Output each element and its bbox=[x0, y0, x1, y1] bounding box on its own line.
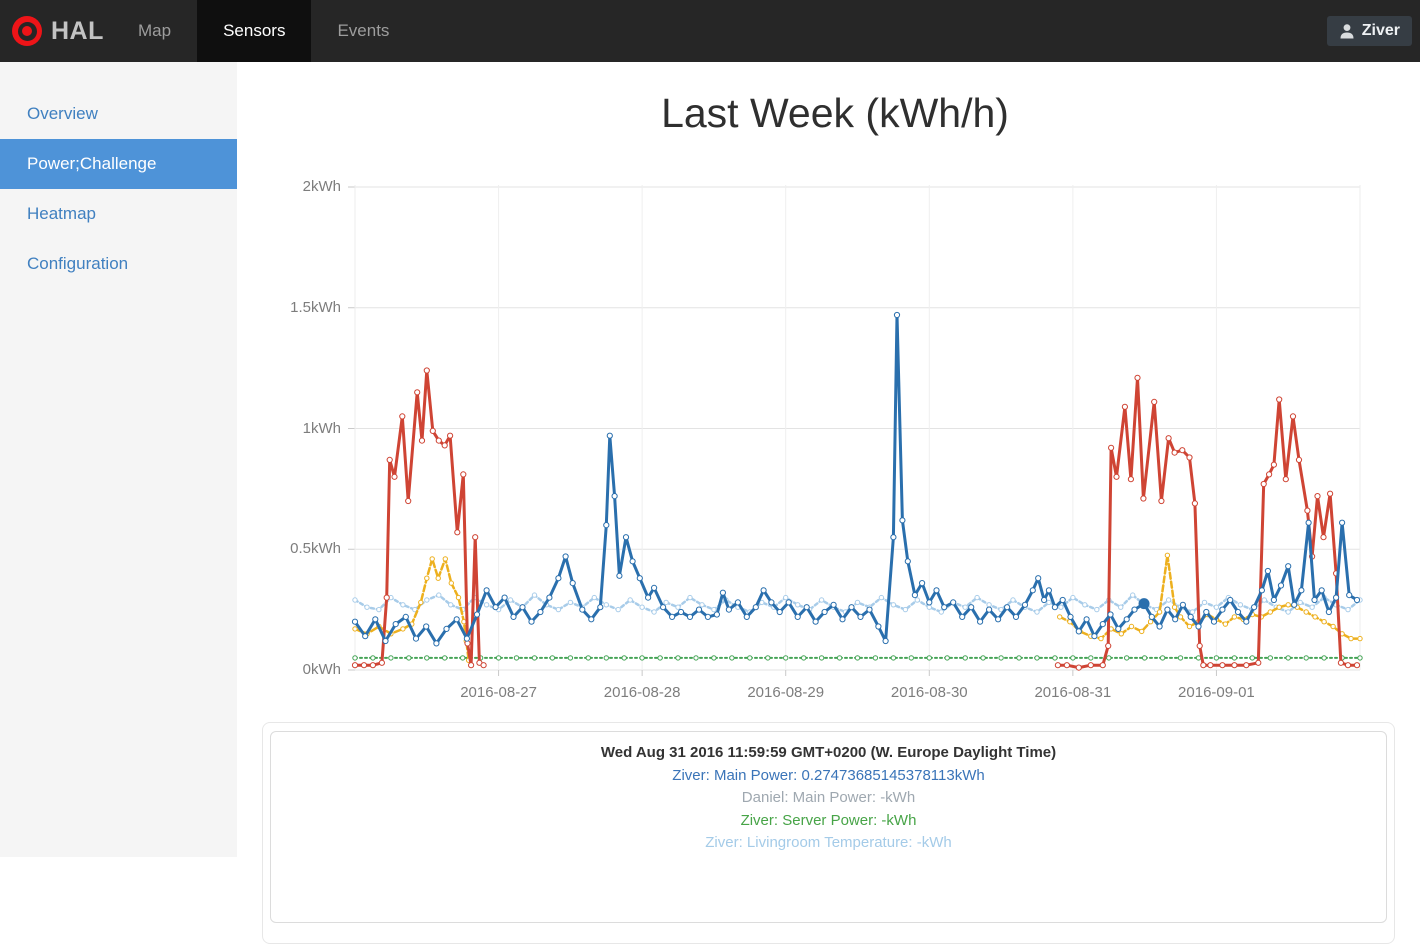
series-ziver-server-power bbox=[352, 655, 1363, 661]
legend-entry: Daniel: Main Power: -kWh bbox=[741, 789, 916, 806]
main-content: Last Week (kWh/h) 0kWh 0.5kWh 1kWh 1.5kWh 2k… bbox=[237, 62, 1420, 944]
hal-bullseye-logo-icon bbox=[12, 16, 42, 46]
chart-legend-box: Wed Aug 31 2016 11:59:59 GMT+0200 (W. Eu… bbox=[270, 731, 1387, 923]
x-axis-label: 2016-08-30 bbox=[890, 684, 968, 701]
sidebar: Overview Power;Challenge Heatmap Configurat… bbox=[0, 62, 237, 857]
y-axis-label: 1.5kWh bbox=[290, 298, 341, 316]
chart-title: Last Week (kWh/h) bbox=[661, 90, 1009, 136]
user-menu-button[interactable]: Ziver bbox=[1326, 16, 1412, 46]
series-unlabeled-yellow bbox=[352, 552, 1363, 663]
x-axis-label: 2016-08-29 bbox=[747, 684, 825, 701]
legend-timestamp: Wed Aug 31 2016 11:59:59 GMT+0200 (W. Eu… bbox=[600, 744, 1057, 761]
y-axis-label: 0kWh bbox=[302, 661, 341, 678]
user-icon bbox=[1340, 24, 1354, 39]
brand-title: HAL bbox=[51, 16, 104, 45]
y-axis-label: 0.5kWh bbox=[290, 540, 341, 558]
y-axis-label: 2kWh bbox=[302, 178, 341, 195]
navbar-menu: Map Sensors Events bbox=[112, 0, 415, 62]
brand[interactable]: HAL bbox=[12, 0, 104, 62]
chart-legend-panel: Wed Aug 31 2016 11:59:59 GMT+0200 (W. Eu… bbox=[262, 722, 1395, 944]
legend-entry: Ziver: Server Power: -kWh bbox=[740, 811, 917, 829]
chart-canvas[interactable] bbox=[348, 185, 1365, 685]
series-daniel-main-power bbox=[351, 367, 1361, 671]
sidebar-item-overview[interactable]: Overview bbox=[27, 104, 98, 123]
x-axis-label: 2016-08-27 bbox=[460, 684, 537, 701]
user-name: Ziver bbox=[1361, 22, 1400, 39]
nav-item-events[interactable]: Events bbox=[337, 21, 390, 40]
x-axis-label: 2016-08-28 bbox=[603, 684, 681, 701]
sidebar-item-power-challenge[interactable]: Power;Challenge bbox=[0, 139, 237, 189]
x-axis-label: 2016-09-01 bbox=[1178, 684, 1255, 701]
series-ziver-main-power bbox=[351, 311, 1361, 647]
highlighted-point bbox=[1138, 598, 1150, 610]
top-navbar: HAL Map Sensors Events Ziver bbox=[0, 0, 1420, 62]
sidebar-item-heatmap[interactable]: Heatmap bbox=[27, 204, 96, 223]
y-axis-label: 1kWh bbox=[302, 419, 341, 437]
legend-entry: Ziver: Livingroom Temperature: -kWh bbox=[705, 834, 952, 851]
nav-item-sensors[interactable]: Sensors bbox=[197, 0, 312, 62]
nav-item-map[interactable]: Map bbox=[138, 21, 172, 40]
x-axis-label: 2016-08-31 bbox=[1034, 684, 1112, 701]
sidebar-item-configuration[interactable]: Configuration bbox=[27, 254, 129, 273]
legend-entry: Ziver: Main Power: 0.27473685145378113kW… bbox=[672, 766, 985, 784]
